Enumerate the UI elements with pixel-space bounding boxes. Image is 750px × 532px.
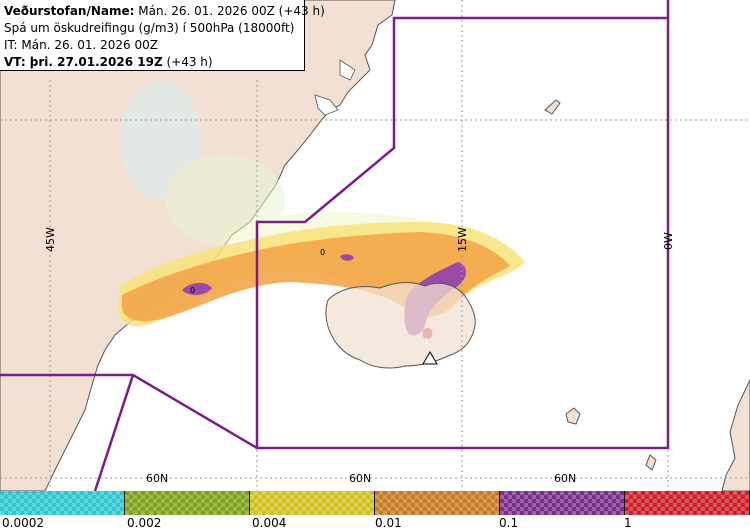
longitude-label: 45W (44, 227, 57, 252)
jan-mayen-island (544, 99, 561, 115)
issue-time: IT: Mán. 26. 01. 2026 00Z (4, 38, 158, 52)
forecast-description: Spá um öskudreifingu (g/m3) í 500hPa (18… (4, 21, 295, 35)
volcano-triangle-icon (422, 351, 438, 365)
longitude-label: 0W (662, 232, 675, 250)
greenland-fjord (314, 94, 339, 116)
concentration-legend: 0.0002 0.002 0.004 0.01 0.1 1 (0, 491, 750, 532)
ash-cloud-high (182, 282, 212, 296)
contour-label: 0 (190, 286, 196, 295)
forecast-title-value: Mán. 26. 01. 2026 00Z (+43 h) (138, 4, 325, 18)
latitude-label: 60N (146, 472, 169, 485)
legend-swatch (625, 491, 750, 515)
legend-tick-label: 0.01 (375, 516, 402, 530)
contour-label: 0 (320, 248, 326, 257)
legend-tick-label: 0.1 (499, 516, 519, 530)
legend-tick-label: 0.0002 (2, 516, 44, 530)
ash-cloud-high (340, 254, 354, 261)
iceland-landmass (325, 281, 476, 369)
legend-swatch (125, 491, 250, 515)
valid-time-label: VT: þri. 27.01.2026 19Z (4, 55, 163, 69)
latitude-label: 60N (554, 472, 577, 485)
legend-swatch (250, 491, 375, 515)
latitude-label: 60N (349, 472, 372, 485)
contour-label: 1 (424, 337, 430, 346)
faroe-islands (565, 407, 581, 425)
legend-swatch (500, 491, 625, 515)
legend-swatch (375, 491, 500, 515)
forecast-info-panel: Veðurstofan/Name: Mán. 26. 01. 2026 00Z … (0, 0, 325, 71)
forecast-title-line: Veðurstofan/Name: Mán. 26. 01. 2026 00Z … (4, 3, 325, 20)
valid-time-offset: (+43 h) (166, 55, 213, 69)
legend-tick-label: 1 (624, 516, 632, 530)
longitude-label: 15W (456, 227, 469, 252)
forecast-title-label: Veðurstofan/Name: (4, 4, 135, 18)
legend-tick-label: 0.002 (127, 516, 162, 530)
legend-swatch (0, 491, 125, 515)
shetland-islands (645, 454, 657, 471)
valid-time-line: VT: þri. 27.01.2026 19Z (+43 h) (4, 54, 304, 71)
greenland-fjord (339, 59, 356, 81)
fir-boundary (0, 0, 670, 492)
legend-tick-label: 0.004 (252, 516, 287, 530)
